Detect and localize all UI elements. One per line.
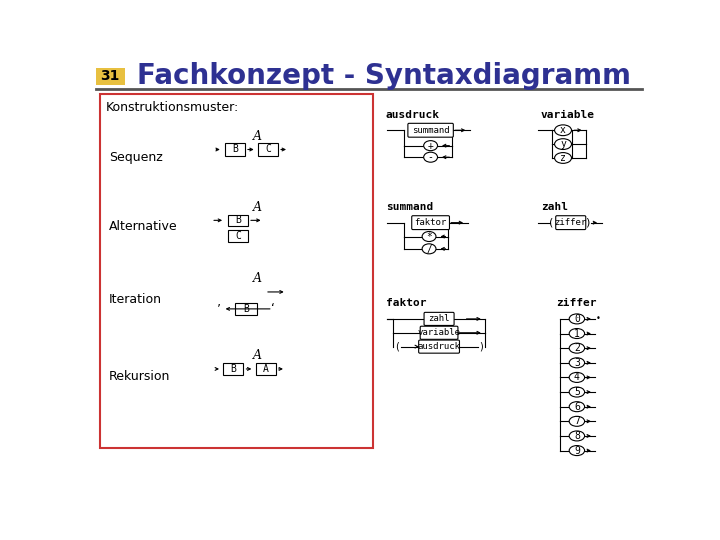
Text: 3: 3 [574, 358, 580, 368]
Ellipse shape [570, 373, 585, 382]
Text: A: A [253, 272, 262, 285]
Text: x: x [560, 125, 566, 135]
Text: variable: variable [418, 328, 461, 338]
Text: y: y [560, 139, 566, 149]
FancyBboxPatch shape [556, 215, 586, 230]
Ellipse shape [554, 125, 572, 136]
Text: C: C [235, 231, 241, 241]
Text: zahl: zahl [541, 202, 567, 212]
Text: Alternative: Alternative [109, 220, 177, 233]
Text: ziffer: ziffer [554, 218, 587, 227]
Text: C: C [265, 145, 271, 154]
Text: (: ( [395, 342, 399, 352]
Ellipse shape [570, 328, 585, 339]
Text: 8: 8 [574, 431, 580, 441]
Bar [96, 68, 125, 85]
Text: 7: 7 [574, 416, 580, 426]
Bar [228, 230, 248, 241]
Text: B: B [232, 145, 238, 154]
Text: ): ) [585, 218, 589, 228]
Text: ausdruck: ausdruck [386, 110, 440, 120]
FancyBboxPatch shape [412, 215, 449, 230]
Text: -: - [428, 152, 433, 162]
Text: summand: summand [386, 202, 433, 212]
Text: 5: 5 [574, 387, 580, 397]
Text: 1: 1 [574, 328, 580, 339]
Text: •: • [596, 314, 601, 323]
Text: /: / [426, 244, 432, 254]
Text: faktor: faktor [386, 299, 426, 308]
Ellipse shape [570, 402, 585, 411]
Text: Fachkonzept - Syntaxdiagramm: Fachkonzept - Syntaxdiagramm [138, 62, 631, 90]
Text: A: A [253, 130, 262, 143]
FancyBboxPatch shape [418, 340, 459, 353]
Ellipse shape [554, 139, 572, 150]
Ellipse shape [422, 244, 436, 254]
Text: 4: 4 [574, 373, 580, 382]
Text: Sequenz: Sequenz [109, 151, 163, 164]
Text: 31: 31 [101, 69, 120, 83]
FancyBboxPatch shape [408, 123, 454, 137]
Ellipse shape [570, 431, 585, 441]
Text: Konstruktionsmuster:: Konstruktionsmuster: [106, 100, 239, 113]
Ellipse shape [423, 140, 438, 151]
Text: (: ( [549, 218, 554, 228]
Bar [256, 363, 276, 375]
Text: B: B [235, 215, 241, 225]
Bar [223, 363, 243, 375]
Text: ): ) [480, 342, 483, 352]
Text: A: A [263, 364, 269, 374]
Text: z: z [560, 153, 566, 163]
Text: zahl: zahl [428, 314, 450, 323]
Ellipse shape [570, 387, 585, 397]
Bar [228, 214, 248, 226]
Text: A: A [253, 201, 262, 214]
Ellipse shape [570, 446, 585, 456]
Bar [235, 303, 256, 315]
Ellipse shape [570, 358, 585, 368]
Ellipse shape [554, 153, 572, 164]
Text: 2: 2 [574, 343, 580, 353]
Ellipse shape [570, 416, 585, 426]
Text: *: * [426, 232, 432, 241]
FancyBboxPatch shape [424, 312, 454, 326]
Text: variable: variable [541, 110, 595, 120]
Text: Rekursion: Rekursion [109, 370, 170, 383]
Text: ’: ’ [217, 302, 221, 315]
Ellipse shape [570, 314, 585, 324]
Text: ziffer: ziffer [556, 299, 597, 308]
Ellipse shape [423, 152, 438, 162]
Text: faktor: faktor [415, 218, 446, 227]
Bar [99, 94, 373, 448]
FancyBboxPatch shape [420, 326, 458, 339]
Text: Iteration: Iteration [109, 293, 162, 306]
Text: +: + [428, 140, 433, 151]
Text: summand: summand [412, 126, 449, 135]
Ellipse shape [570, 343, 585, 353]
Ellipse shape [422, 232, 436, 241]
Bar [258, 143, 278, 156]
Text: ausdruck: ausdruck [418, 342, 461, 351]
Text: 0: 0 [574, 314, 580, 324]
Text: A: A [253, 349, 262, 362]
Text: B: B [243, 304, 248, 314]
Bar [225, 143, 245, 156]
Text: 6: 6 [574, 402, 580, 411]
Text: 9: 9 [574, 446, 580, 456]
Text: ‘: ‘ [271, 302, 275, 315]
Text: B: B [230, 364, 236, 374]
